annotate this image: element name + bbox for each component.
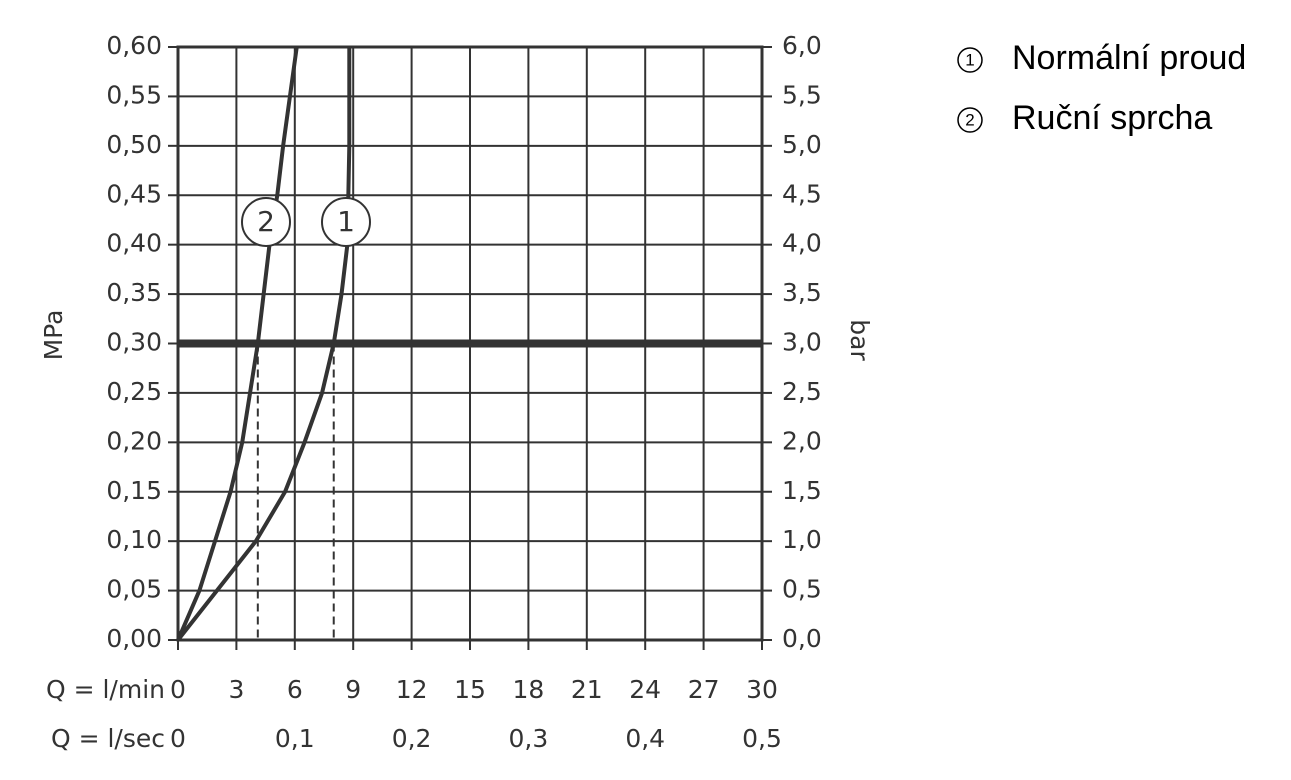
curve-label: 2 — [257, 205, 275, 238]
x2-tick-label: 0,2 — [392, 724, 432, 753]
y2-axis-label: bar — [845, 319, 874, 361]
legend-marker — [957, 47, 983, 73]
y-tick-label: 0,50 — [106, 130, 162, 159]
x2-tick-label: 0 — [170, 724, 186, 753]
x2-tick-label: 0,3 — [509, 724, 549, 753]
x-tick-label: 0 — [170, 675, 186, 704]
y2-tick-label: 2,0 — [782, 426, 822, 455]
y2-tick-label: 5,5 — [782, 80, 822, 109]
y-axis-label: MPa — [39, 310, 68, 361]
series-line — [176, 47, 352, 642]
y-tick-label: 0,25 — [106, 377, 162, 406]
y-tick-label: 0,35 — [106, 278, 162, 307]
y2-tick-label: 0,0 — [782, 624, 822, 653]
y-tick-label: 0,20 — [106, 426, 162, 455]
y2-tick-label: 4,5 — [782, 179, 822, 208]
y-tick-label: 0,10 — [106, 525, 162, 554]
y2-tick-label: 0,5 — [782, 575, 822, 604]
x-tick-label: 9 — [345, 675, 361, 704]
y2-tick-label: 6,0 — [782, 31, 822, 60]
series-line — [176, 46, 299, 641]
x-tick-label: 30 — [746, 675, 778, 704]
y-tick-label: 0,00 — [106, 624, 162, 653]
x2-tick-label: 0,4 — [625, 724, 665, 753]
y-tick-label: 0,40 — [106, 229, 162, 258]
x2-tick-label: 0,1 — [275, 724, 315, 753]
x2-tick-label: 0,5 — [742, 724, 782, 753]
y-tick-label: 0,30 — [106, 328, 162, 357]
x-axis-label: Q = l/min — [46, 675, 165, 704]
legend-marker — [957, 107, 983, 133]
x-tick-label: 18 — [512, 675, 544, 704]
curve-label: 1 — [337, 205, 355, 238]
legend-marker-label: 1 — [965, 50, 974, 69]
x-tick-label: 3 — [228, 675, 244, 704]
x-tick-label: 6 — [287, 675, 303, 704]
legend-label: Normální proud — [1012, 39, 1246, 77]
y-tick-label: 0,55 — [106, 80, 162, 109]
y-tick-label: 0,45 — [106, 179, 162, 208]
x2-axis-label: Q = l/sec — [51, 724, 165, 753]
x-tick-label: 21 — [571, 675, 603, 704]
y2-tick-label: 2,5 — [782, 377, 822, 406]
x-tick-label: 27 — [688, 675, 720, 704]
x-tick-label: 12 — [396, 675, 428, 704]
y2-tick-label: 1,5 — [782, 476, 822, 505]
y-tick-label: 0,60 — [106, 31, 162, 60]
y2-tick-label: 4,0 — [782, 229, 822, 258]
y2-tick-label: 3,5 — [782, 278, 822, 307]
curve-label-circle — [241, 197, 291, 247]
y2-tick-label: 1,0 — [782, 525, 822, 554]
x-tick-label: 24 — [629, 675, 661, 704]
y2-tick-label: 5,0 — [782, 130, 822, 159]
y2-tick-label: 3,0 — [782, 328, 822, 357]
curve-label-circle — [321, 197, 371, 247]
y-tick-label: 0,15 — [106, 476, 162, 505]
x-tick-label: 15 — [454, 675, 486, 704]
legend-label: Ruční sprcha — [1012, 99, 1212, 137]
y-tick-label: 0,05 — [106, 575, 162, 604]
legend-marker-label: 2 — [965, 110, 974, 129]
